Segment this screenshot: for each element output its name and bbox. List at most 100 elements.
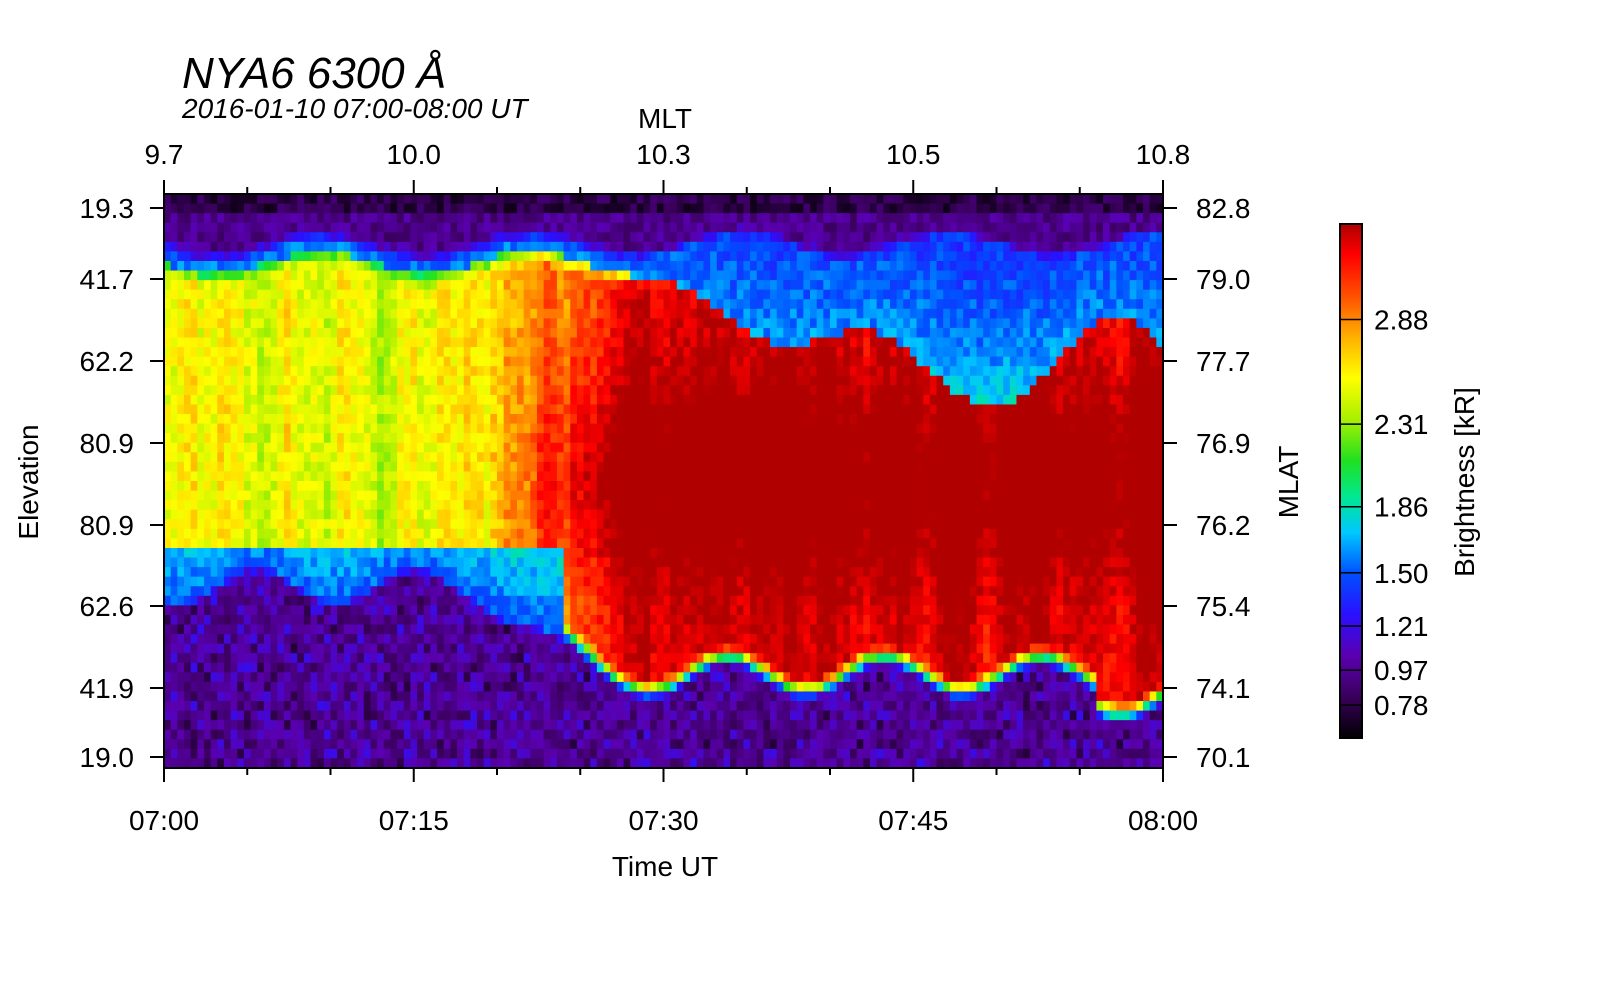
heatmap-cell bbox=[523, 385, 531, 396]
heatmap-cell bbox=[1029, 481, 1038, 492]
heatmap-cell bbox=[350, 442, 358, 453]
heatmap-cell bbox=[989, 260, 998, 272]
heatmap-cell bbox=[963, 394, 971, 406]
heatmap-cell bbox=[503, 433, 511, 444]
heatmap-cell bbox=[896, 433, 904, 444]
heatmap-cell bbox=[423, 404, 431, 415]
heatmap-cell bbox=[969, 490, 978, 501]
heatmap-cell bbox=[1143, 481, 1151, 492]
heatmap-cell bbox=[1103, 385, 1111, 396]
heatmap-cell bbox=[543, 289, 551, 300]
heatmap-cell bbox=[1056, 423, 1064, 434]
heatmap-cell bbox=[170, 222, 178, 233]
heatmap-cell bbox=[1136, 327, 1144, 339]
heatmap-cell bbox=[903, 481, 911, 492]
heatmap-cell bbox=[996, 203, 1004, 214]
heatmap-cell bbox=[230, 375, 238, 386]
heatmap-cell bbox=[863, 414, 871, 425]
heatmap-cell bbox=[929, 471, 938, 482]
heatmap-cell bbox=[263, 414, 272, 425]
heatmap-cell bbox=[443, 356, 451, 367]
heatmap-cell bbox=[530, 500, 538, 511]
heatmap-cell bbox=[790, 194, 798, 205]
heatmap-cell bbox=[610, 289, 618, 300]
heatmap-cell bbox=[623, 260, 631, 272]
heatmap-cell bbox=[357, 356, 365, 367]
heatmap-cell bbox=[896, 356, 904, 367]
heatmap-cell bbox=[423, 471, 431, 482]
heatmap-cell bbox=[203, 366, 212, 377]
heatmap-cell bbox=[783, 337, 791, 348]
heatmap-cell bbox=[410, 461, 418, 473]
heatmap-cell bbox=[470, 318, 478, 329]
heatmap-cell bbox=[703, 366, 711, 377]
heatmap-cell bbox=[443, 442, 451, 453]
heatmap-cell bbox=[377, 194, 385, 205]
heatmap-cell bbox=[963, 299, 971, 310]
heatmap-cell bbox=[616, 241, 625, 252]
heatmap-cell bbox=[183, 203, 192, 214]
heatmap-cell bbox=[283, 299, 292, 310]
heatmap-cell bbox=[716, 299, 725, 310]
heatmap-cell bbox=[856, 366, 864, 377]
heatmap-cell bbox=[929, 404, 938, 415]
heatmap-cell bbox=[417, 327, 425, 339]
heatmap-cell bbox=[676, 241, 685, 252]
heatmap-cell bbox=[743, 366, 751, 377]
heatmap-cell bbox=[916, 308, 924, 319]
heatmap-cell bbox=[417, 366, 425, 377]
heatmap-cell bbox=[516, 241, 525, 252]
heatmap-cell bbox=[223, 423, 232, 434]
heatmap-cell bbox=[497, 442, 505, 453]
heatmap-cell bbox=[736, 232, 745, 243]
heatmap-cell bbox=[1123, 414, 1131, 425]
heatmap-cell bbox=[223, 337, 232, 348]
heatmap-cell bbox=[383, 280, 392, 291]
heatmap-cell bbox=[410, 423, 418, 434]
heatmap-cell bbox=[876, 461, 884, 473]
heatmap-cell bbox=[1076, 232, 1084, 243]
heatmap-cell bbox=[663, 433, 671, 444]
heatmap-cell bbox=[916, 347, 924, 358]
heatmap-cell bbox=[490, 490, 498, 501]
heatmap-cell bbox=[590, 471, 598, 482]
heatmap-cell bbox=[190, 241, 198, 252]
heatmap-cell bbox=[210, 356, 218, 367]
heatmap-cell bbox=[463, 366, 471, 377]
heatmap-cell bbox=[1076, 203, 1084, 214]
heatmap-cell bbox=[703, 394, 711, 406]
heatmap-cell bbox=[583, 260, 591, 272]
heatmap-cell bbox=[450, 385, 458, 396]
heatmap-cell bbox=[1096, 213, 1104, 224]
heatmap-cell bbox=[1129, 433, 1137, 444]
heatmap-cell bbox=[257, 203, 265, 214]
heatmap-cell bbox=[516, 260, 525, 272]
heatmap-cell bbox=[696, 327, 705, 339]
heatmap-cell bbox=[350, 366, 358, 377]
heatmap-cell bbox=[210, 481, 218, 492]
heatmap-cell bbox=[390, 241, 398, 252]
heatmap-cell bbox=[397, 318, 405, 329]
heatmap-cell bbox=[1129, 251, 1137, 262]
heatmap-cell bbox=[836, 471, 844, 482]
heatmap-cell bbox=[783, 375, 791, 386]
heatmap-cell bbox=[670, 423, 678, 434]
heatmap-cell bbox=[497, 194, 505, 205]
heatmap-cell bbox=[190, 327, 198, 339]
heatmap-cell bbox=[716, 356, 725, 367]
heatmap-cell bbox=[477, 347, 485, 358]
heatmap-cell bbox=[730, 433, 738, 444]
heatmap-cell bbox=[1129, 318, 1137, 329]
heatmap-cell bbox=[703, 481, 711, 492]
heatmap-cell bbox=[869, 347, 878, 358]
heatmap-cell bbox=[630, 347, 638, 358]
heatmap-cell bbox=[283, 461, 292, 473]
heatmap-cell bbox=[277, 423, 285, 434]
heatmap-cell bbox=[556, 423, 565, 434]
heatmap-cell bbox=[936, 375, 944, 386]
heatmap-cell bbox=[1063, 375, 1071, 386]
heatmap-cell bbox=[1009, 375, 1018, 386]
heatmap-cell bbox=[849, 385, 858, 396]
heatmap-cell bbox=[743, 461, 751, 473]
heatmap-cell bbox=[776, 318, 784, 329]
